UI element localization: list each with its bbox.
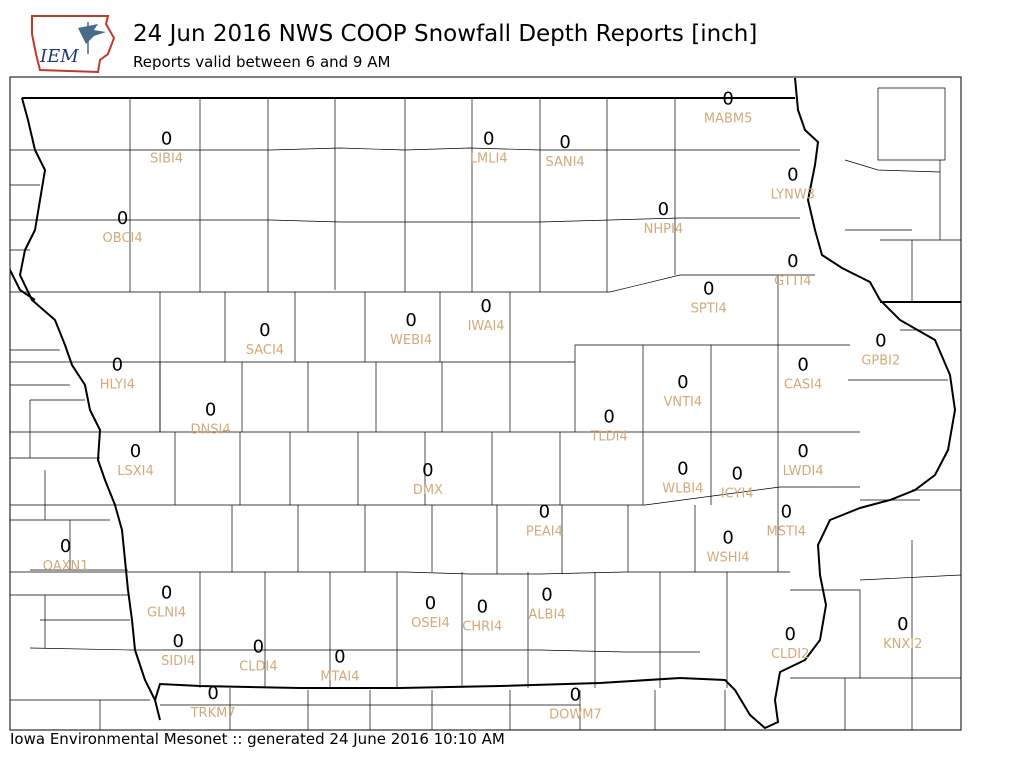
station-value: 0	[541, 584, 552, 605]
station-value: 0	[797, 355, 808, 376]
station-id-label: ALBI4	[528, 607, 565, 622]
station-value: 0	[539, 502, 550, 523]
station-value: 0	[875, 331, 886, 352]
station-value: 0	[897, 614, 908, 635]
station-id-label: PEAI4	[526, 525, 563, 540]
station-id-label: OSEI4	[411, 616, 450, 631]
station-id-label: SIBI4	[150, 151, 183, 166]
station-id-label: OBCI4	[103, 231, 143, 246]
station-value: 0	[787, 251, 798, 272]
station-value: 0	[161, 583, 172, 604]
station-value: 0	[797, 441, 808, 462]
station-id-label: IWAI4	[468, 319, 505, 334]
station-value: 0	[405, 310, 416, 331]
station-value: 0	[334, 647, 345, 668]
station-value: 0	[722, 527, 733, 548]
station-id-label: WEBI4	[390, 333, 432, 348]
station-id-label: ICYI4	[721, 487, 754, 502]
station-value: 0	[172, 631, 183, 652]
station-value: 0	[722, 89, 733, 110]
station-value: 0	[253, 636, 264, 657]
station-id-label: TLDI4	[589, 430, 627, 445]
county-lines	[10, 87, 961, 730]
station-value: 0	[703, 279, 714, 300]
station-id-label: MSTI4	[767, 525, 807, 540]
station-id-label: LMLI4	[470, 151, 508, 166]
station-value: 0	[677, 372, 688, 393]
station-value: 0	[784, 624, 795, 645]
station-value: 0	[781, 502, 792, 523]
station-value: 0	[259, 320, 270, 341]
map-subtitle: Reports valid between 6 and 9 AM	[133, 53, 391, 71]
station-id-label: SIDI4	[161, 654, 195, 669]
station-value: 0	[677, 458, 688, 479]
station-value: 0	[207, 683, 218, 704]
station-id-label: HLYI4	[100, 378, 135, 393]
logo-text: IEM	[39, 46, 79, 67]
station-id-label: GTTI4	[774, 274, 811, 289]
station-value: 0	[477, 597, 488, 618]
station-value: 0	[787, 165, 798, 186]
station-id-label: CASI4	[784, 378, 822, 393]
station-id-label: SANI4	[545, 155, 584, 170]
station-id-label: WSHI4	[707, 550, 750, 565]
station-value: 0	[603, 407, 614, 428]
footer-credit: Iowa Environmental Mesonet :: generated …	[10, 730, 505, 748]
station-id-label: DMX	[413, 483, 443, 498]
map-title: 24 Jun 2016 NWS COOP Snowfall Depth Repo…	[133, 21, 758, 47]
station-value: 0	[130, 441, 141, 462]
station-id-label: TRKM7	[190, 706, 236, 721]
station-value: 0	[112, 355, 123, 376]
station-value: 0	[161, 128, 172, 149]
station-id-label: CLDI4	[239, 659, 277, 674]
station-value: 0	[658, 199, 669, 220]
station-value: 0	[60, 536, 71, 557]
station-value: 0	[559, 132, 570, 153]
station-id-label: LYNW3	[771, 188, 815, 203]
station-id-label: CLDI2	[771, 647, 809, 662]
iem-logo: IEM	[28, 14, 118, 76]
station-id-label: WLBI4	[662, 481, 703, 496]
station-id-label: KNXI2	[883, 637, 922, 652]
station-id-label: SACI4	[246, 343, 284, 358]
station-id-label: SPTI4	[691, 302, 727, 317]
station-id-label: LSXI4	[117, 464, 154, 479]
station-id-label: GLNI4	[147, 606, 186, 621]
station-value: 0	[425, 593, 436, 614]
station-id-label: GPBI2	[861, 354, 900, 369]
station-id-label: DOWM7	[549, 708, 602, 723]
station-value: 0	[422, 460, 433, 481]
station-id-label: MABM5	[704, 112, 753, 127]
station-value: 0	[570, 685, 581, 706]
state-borders	[10, 77, 961, 730]
station-value: 0	[731, 464, 742, 485]
station-id-label: OAXN1	[43, 559, 89, 574]
station-id-label: MTAI4	[320, 670, 359, 685]
station-value: 0	[480, 296, 491, 317]
station-id-label: VNTI4	[663, 395, 702, 410]
station-id-label: LWDI4	[783, 464, 824, 479]
station-value: 0	[117, 208, 128, 229]
station-value: 0	[483, 128, 494, 149]
station-id-label: CHRI4	[462, 620, 502, 635]
station-id-label: DNSI4	[191, 423, 231, 438]
station-id-label: NHPI4	[644, 222, 683, 237]
station-layer: 0 SIBI4 0 LMLI4 0 SANI4 0 MABM5 0 LYNW3 0 OBCI4 0 NHP…	[43, 89, 923, 723]
station-value: 0	[205, 400, 216, 421]
